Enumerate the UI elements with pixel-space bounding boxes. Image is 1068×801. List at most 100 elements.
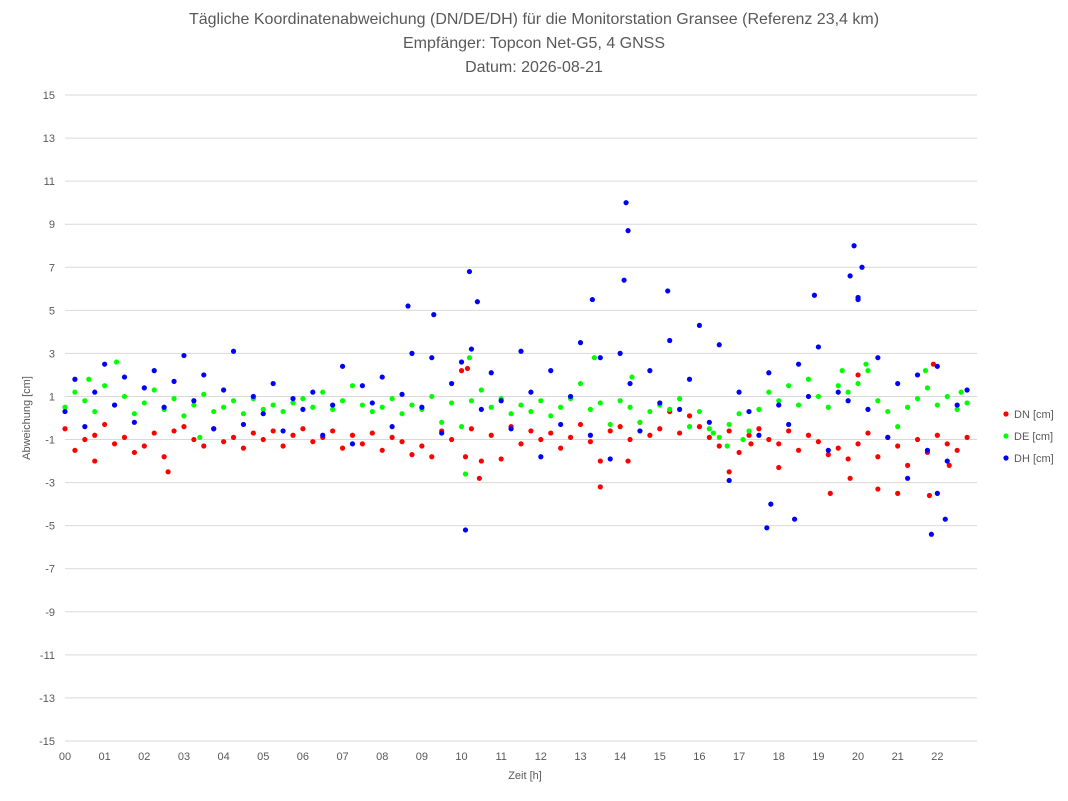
data-point: [330, 428, 336, 434]
data-point: [766, 389, 772, 395]
data-point: [389, 434, 395, 440]
data-point: [111, 402, 118, 408]
data-point: [300, 426, 306, 432]
data-point: [647, 408, 653, 415]
data-point: [462, 454, 469, 460]
data-point: [221, 439, 227, 445]
data-point: [330, 402, 336, 408]
data-point: [508, 426, 514, 432]
x-tick-label: 03: [178, 751, 190, 763]
data-point: [776, 464, 782, 471]
data-point: [863, 361, 869, 367]
data-point: [665, 288, 671, 294]
data-point: [498, 398, 504, 404]
data-point: [141, 443, 147, 449]
data-point: [657, 400, 663, 406]
data-point: [300, 406, 306, 412]
data-point: [786, 428, 792, 434]
data-point: [696, 408, 703, 415]
data-point: [429, 454, 435, 460]
data-point: [111, 441, 118, 447]
data-point: [419, 443, 425, 449]
data-point: [934, 432, 940, 438]
data-point: [946, 462, 952, 468]
x-tick-label: 04: [217, 751, 229, 763]
data-point: [349, 432, 356, 438]
data-point: [637, 419, 643, 425]
data-point: [466, 268, 473, 275]
data-point: [677, 430, 683, 436]
data-point: [201, 391, 207, 397]
data-point: [577, 340, 584, 346]
data-point: [165, 469, 171, 475]
data-point: [230, 398, 237, 404]
data-point: [726, 428, 732, 434]
data-point: [621, 277, 627, 283]
data-point: [201, 443, 207, 449]
data-points: [62, 200, 970, 537]
chart-date: Datum: 2026-08-21: [465, 59, 603, 76]
legend-marker: [1003, 455, 1009, 461]
y-tick-label: 3: [49, 348, 55, 360]
data-point: [726, 477, 732, 484]
data-point: [270, 402, 276, 408]
data-point: [458, 359, 465, 365]
data-point: [795, 447, 802, 453]
data-point: [468, 426, 475, 432]
data-point: [627, 380, 633, 387]
data-point: [597, 458, 603, 464]
data-point: [458, 368, 465, 374]
data-point: [280, 428, 286, 434]
data-point: [597, 355, 603, 361]
data-point: [359, 441, 365, 447]
data-point: [792, 516, 798, 522]
data-point: [171, 396, 177, 402]
data-point: [964, 387, 970, 393]
data-point: [86, 376, 92, 382]
data-point: [736, 389, 742, 395]
data-point: [845, 456, 851, 462]
data-point: [577, 380, 584, 387]
data-point: [538, 436, 544, 443]
data-point: [548, 413, 554, 419]
data-point: [686, 424, 693, 430]
data-point: [746, 428, 752, 434]
data-point: [240, 445, 247, 451]
data-point: [468, 398, 475, 404]
data-point: [538, 398, 544, 404]
data-point: [827, 490, 833, 496]
x-tick-label: 07: [336, 751, 348, 763]
data-point: [746, 432, 752, 438]
data-point: [466, 355, 473, 361]
data-point: [488, 404, 494, 410]
gridlines: [65, 94, 977, 742]
data-point: [449, 436, 455, 443]
data-point: [875, 486, 881, 492]
data-point: [764, 525, 770, 531]
data-point: [756, 406, 762, 412]
data-point: [607, 428, 613, 434]
data-point: [617, 350, 623, 356]
data-point: [379, 374, 385, 380]
y-tick-label: 15: [43, 90, 55, 102]
x-tick-label: 11: [495, 751, 506, 763]
x-tick-label: 18: [773, 751, 785, 763]
data-point: [607, 456, 613, 462]
data-point: [859, 264, 865, 270]
data-point: [102, 383, 108, 389]
data-point: [419, 404, 425, 410]
data-point: [845, 389, 851, 395]
data-point: [657, 426, 663, 432]
data-point: [835, 383, 841, 389]
chart-title: Tägliche Koordinatenabweichung (DN/DE/DH…: [188, 11, 880, 28]
y-tick-label: -9: [45, 607, 55, 619]
data-point: [815, 393, 821, 400]
data-point: [795, 402, 802, 408]
y-tick-label: 13: [43, 133, 55, 145]
data-point: [748, 441, 754, 447]
data-point: [716, 434, 722, 440]
legend-label: DH [cm]: [1014, 453, 1054, 465]
data-point: [922, 368, 929, 374]
y-tick-label: 11: [44, 176, 55, 188]
data-point: [942, 516, 948, 522]
